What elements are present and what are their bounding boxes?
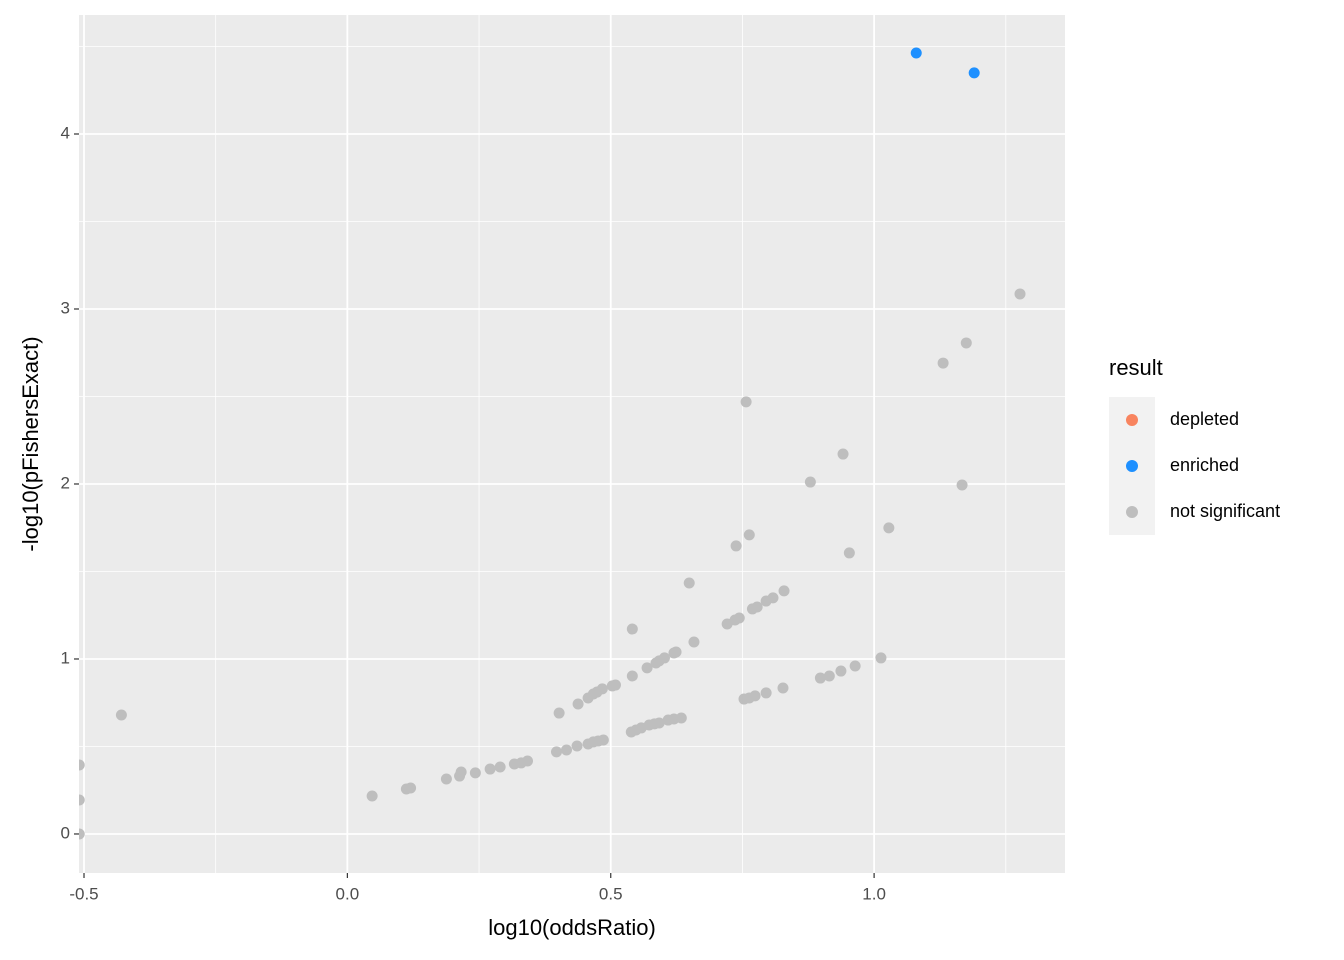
x-tick-label: 0.5 bbox=[599, 884, 623, 903]
x-tick-label: -0.5 bbox=[69, 884, 98, 903]
point bbox=[777, 682, 789, 694]
point bbox=[956, 479, 968, 491]
y-tick-label: 4 bbox=[61, 123, 70, 142]
point bbox=[683, 577, 695, 589]
point bbox=[641, 662, 653, 674]
point bbox=[746, 603, 758, 615]
y-tick-label: 1 bbox=[61, 648, 70, 667]
point bbox=[582, 738, 594, 750]
point bbox=[760, 595, 772, 607]
point bbox=[571, 740, 583, 752]
panel bbox=[79, 15, 1065, 873]
legend-title: result bbox=[1109, 355, 1163, 380]
point bbox=[910, 47, 922, 59]
point bbox=[469, 767, 481, 779]
point bbox=[606, 680, 618, 692]
point bbox=[550, 746, 562, 758]
point bbox=[553, 707, 565, 719]
point bbox=[582, 692, 594, 704]
point bbox=[650, 657, 662, 669]
point bbox=[823, 670, 835, 682]
point bbox=[625, 726, 637, 738]
point bbox=[883, 522, 895, 534]
point bbox=[937, 357, 949, 369]
point bbox=[508, 758, 520, 770]
point bbox=[968, 67, 980, 79]
point bbox=[730, 540, 742, 552]
point bbox=[560, 744, 572, 756]
point bbox=[721, 618, 733, 630]
legend-swatch bbox=[1126, 506, 1138, 518]
point bbox=[626, 670, 638, 682]
point bbox=[740, 396, 752, 408]
point bbox=[849, 660, 861, 672]
x-tick-label: 1.0 bbox=[862, 884, 886, 903]
point bbox=[400, 783, 412, 795]
points bbox=[79, 47, 1026, 840]
point bbox=[738, 693, 750, 705]
point bbox=[484, 763, 496, 775]
y-axis-title: -log10(pFishersExact) bbox=[18, 336, 43, 551]
point bbox=[79, 828, 85, 840]
legend-label: depleted bbox=[1170, 409, 1239, 429]
point bbox=[115, 709, 127, 721]
y-tick-label: 3 bbox=[61, 298, 70, 317]
legend-swatch bbox=[1126, 414, 1138, 426]
legend-label: not significant bbox=[1170, 501, 1280, 521]
point bbox=[626, 623, 638, 635]
legend-swatch bbox=[1126, 460, 1138, 472]
point bbox=[572, 698, 584, 710]
point bbox=[778, 585, 790, 597]
point bbox=[875, 652, 887, 664]
point bbox=[1014, 288, 1026, 300]
point bbox=[440, 773, 452, 785]
y-tick-label: 2 bbox=[61, 473, 70, 492]
point bbox=[662, 714, 674, 726]
point bbox=[760, 687, 772, 699]
grid bbox=[79, 15, 1065, 873]
point bbox=[837, 448, 849, 460]
point bbox=[366, 790, 378, 802]
point bbox=[960, 337, 972, 349]
point bbox=[688, 636, 700, 648]
point bbox=[743, 529, 755, 541]
x-tick-label: 0.0 bbox=[336, 884, 360, 903]
point bbox=[835, 665, 847, 677]
point bbox=[454, 770, 466, 782]
point bbox=[804, 476, 816, 488]
point bbox=[494, 761, 506, 773]
point bbox=[79, 794, 85, 806]
legend-label: enriched bbox=[1170, 455, 1239, 475]
point bbox=[843, 547, 855, 559]
x-axis-title: log10(oddsRatio) bbox=[488, 915, 656, 940]
point bbox=[814, 672, 826, 684]
point bbox=[79, 759, 85, 771]
point bbox=[668, 647, 680, 659]
y-tick-label: 0 bbox=[61, 823, 70, 842]
